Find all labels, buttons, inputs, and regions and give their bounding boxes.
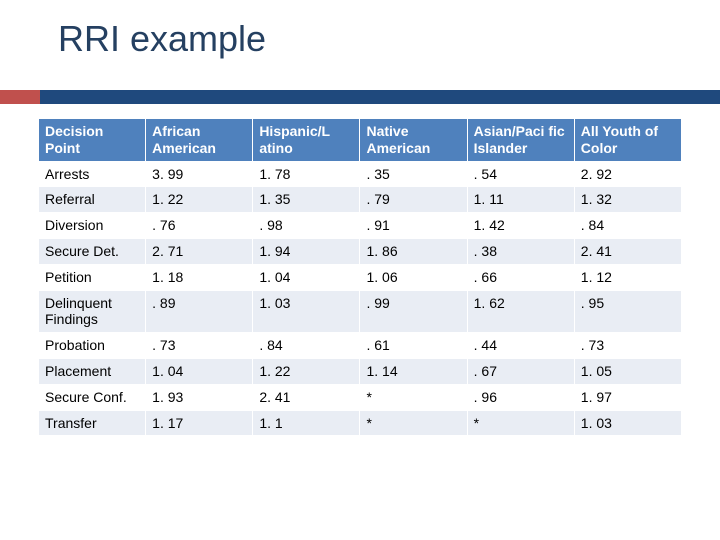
table-cell: . 38 bbox=[467, 238, 574, 264]
table-cell: 2. 41 bbox=[253, 384, 360, 410]
table-header-cell: African American bbox=[146, 119, 253, 162]
table-cell: . 61 bbox=[360, 333, 467, 359]
table-cell: . 84 bbox=[253, 333, 360, 359]
table-header-cell: Native American bbox=[360, 119, 467, 162]
table-cell: . 76 bbox=[146, 213, 253, 239]
table-cell: 1. 12 bbox=[574, 264, 681, 290]
table-header-cell: Hispanic/L atino bbox=[253, 119, 360, 162]
table-cell: 1. 97 bbox=[574, 384, 681, 410]
table-cell: 1. 04 bbox=[146, 358, 253, 384]
table-row: Secure Det.2. 711. 941. 86. 382. 41 bbox=[39, 238, 682, 264]
table-header-cell: Asian/Paci fic Islander bbox=[467, 119, 574, 162]
table-row: Probation. 73. 84. 61. 44. 73 bbox=[39, 333, 682, 359]
table-cell: . 95 bbox=[574, 290, 681, 333]
table-cell: 1. 62 bbox=[467, 290, 574, 333]
table-cell: Arrests bbox=[39, 161, 146, 187]
table-cell: . 96 bbox=[467, 384, 574, 410]
table-cell: Probation bbox=[39, 333, 146, 359]
table-cell: 1. 06 bbox=[360, 264, 467, 290]
table-cell: 1. 32 bbox=[574, 187, 681, 213]
table-cell: 1. 17 bbox=[146, 410, 253, 436]
table-row: Delinquent Findings. 891. 03. 991. 62. 9… bbox=[39, 290, 682, 333]
table-cell: 3. 99 bbox=[146, 161, 253, 187]
table-row: Secure Conf.1. 932. 41*. 961. 97 bbox=[39, 384, 682, 410]
table-cell: . 73 bbox=[146, 333, 253, 359]
table-cell: 1. 11 bbox=[467, 187, 574, 213]
table-row: Placement1. 041. 221. 14. 671. 05 bbox=[39, 358, 682, 384]
table-cell: 1. 86 bbox=[360, 238, 467, 264]
accent-blue bbox=[40, 90, 720, 104]
table-cell: . 98 bbox=[253, 213, 360, 239]
table-cell: Placement bbox=[39, 358, 146, 384]
table-cell: . 35 bbox=[360, 161, 467, 187]
table-cell: * bbox=[467, 410, 574, 436]
table-cell: . 79 bbox=[360, 187, 467, 213]
table-cell: * bbox=[360, 410, 467, 436]
table-cell: 1. 22 bbox=[253, 358, 360, 384]
table-row: Petition1. 181. 041. 06. 661. 12 bbox=[39, 264, 682, 290]
table-cell: . 84 bbox=[574, 213, 681, 239]
table-cell: Transfer bbox=[39, 410, 146, 436]
table-cell: 1. 94 bbox=[253, 238, 360, 264]
table-row: Transfer1. 171. 1**1. 03 bbox=[39, 410, 682, 436]
table-cell: Secure Conf. bbox=[39, 384, 146, 410]
table-cell: . 91 bbox=[360, 213, 467, 239]
page-title: RRI example bbox=[0, 0, 720, 60]
table-cell: 1. 04 bbox=[253, 264, 360, 290]
table-row: Arrests3. 991. 78. 35. 542. 92 bbox=[39, 161, 682, 187]
table-row: Diversion. 76. 98. 911. 42. 84 bbox=[39, 213, 682, 239]
table-cell: . 73 bbox=[574, 333, 681, 359]
table-cell: Delinquent Findings bbox=[39, 290, 146, 333]
rri-table-wrap: Decision PointAfrican AmericanHispanic/L… bbox=[38, 118, 682, 436]
table-cell: 1. 03 bbox=[253, 290, 360, 333]
table-cell: * bbox=[360, 384, 467, 410]
table-cell: . 99 bbox=[360, 290, 467, 333]
table-cell: 1. 22 bbox=[146, 187, 253, 213]
table-cell: Diversion bbox=[39, 213, 146, 239]
table-cell: . 54 bbox=[467, 161, 574, 187]
table-cell: 2. 41 bbox=[574, 238, 681, 264]
table-cell: . 44 bbox=[467, 333, 574, 359]
table-cell: Petition bbox=[39, 264, 146, 290]
table-cell: 1. 35 bbox=[253, 187, 360, 213]
table-header-cell: Decision Point bbox=[39, 119, 146, 162]
table-cell: 1. 93 bbox=[146, 384, 253, 410]
table-cell: 1. 18 bbox=[146, 264, 253, 290]
table-cell: 1. 05 bbox=[574, 358, 681, 384]
table-row: Referral1. 221. 35. 791. 111. 32 bbox=[39, 187, 682, 213]
table-cell: 1. 1 bbox=[253, 410, 360, 436]
table-cell: 1. 14 bbox=[360, 358, 467, 384]
table-cell: 1. 03 bbox=[574, 410, 681, 436]
accent-bar bbox=[0, 90, 720, 104]
table-cell: . 66 bbox=[467, 264, 574, 290]
table-cell: Secure Det. bbox=[39, 238, 146, 264]
table-cell: 2. 92 bbox=[574, 161, 681, 187]
table-cell: Referral bbox=[39, 187, 146, 213]
table-cell: . 67 bbox=[467, 358, 574, 384]
rri-table: Decision PointAfrican AmericanHispanic/L… bbox=[38, 118, 682, 436]
accent-red bbox=[0, 90, 40, 104]
table-cell: 1. 78 bbox=[253, 161, 360, 187]
table-header-row: Decision PointAfrican AmericanHispanic/L… bbox=[39, 119, 682, 162]
table-cell: . 89 bbox=[146, 290, 253, 333]
table-cell: 1. 42 bbox=[467, 213, 574, 239]
table-header-cell: All Youth of Color bbox=[574, 119, 681, 162]
table-cell: 2. 71 bbox=[146, 238, 253, 264]
